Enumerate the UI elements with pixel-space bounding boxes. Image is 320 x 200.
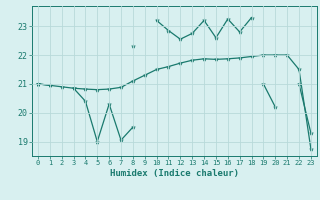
X-axis label: Humidex (Indice chaleur): Humidex (Indice chaleur) xyxy=(110,169,239,178)
